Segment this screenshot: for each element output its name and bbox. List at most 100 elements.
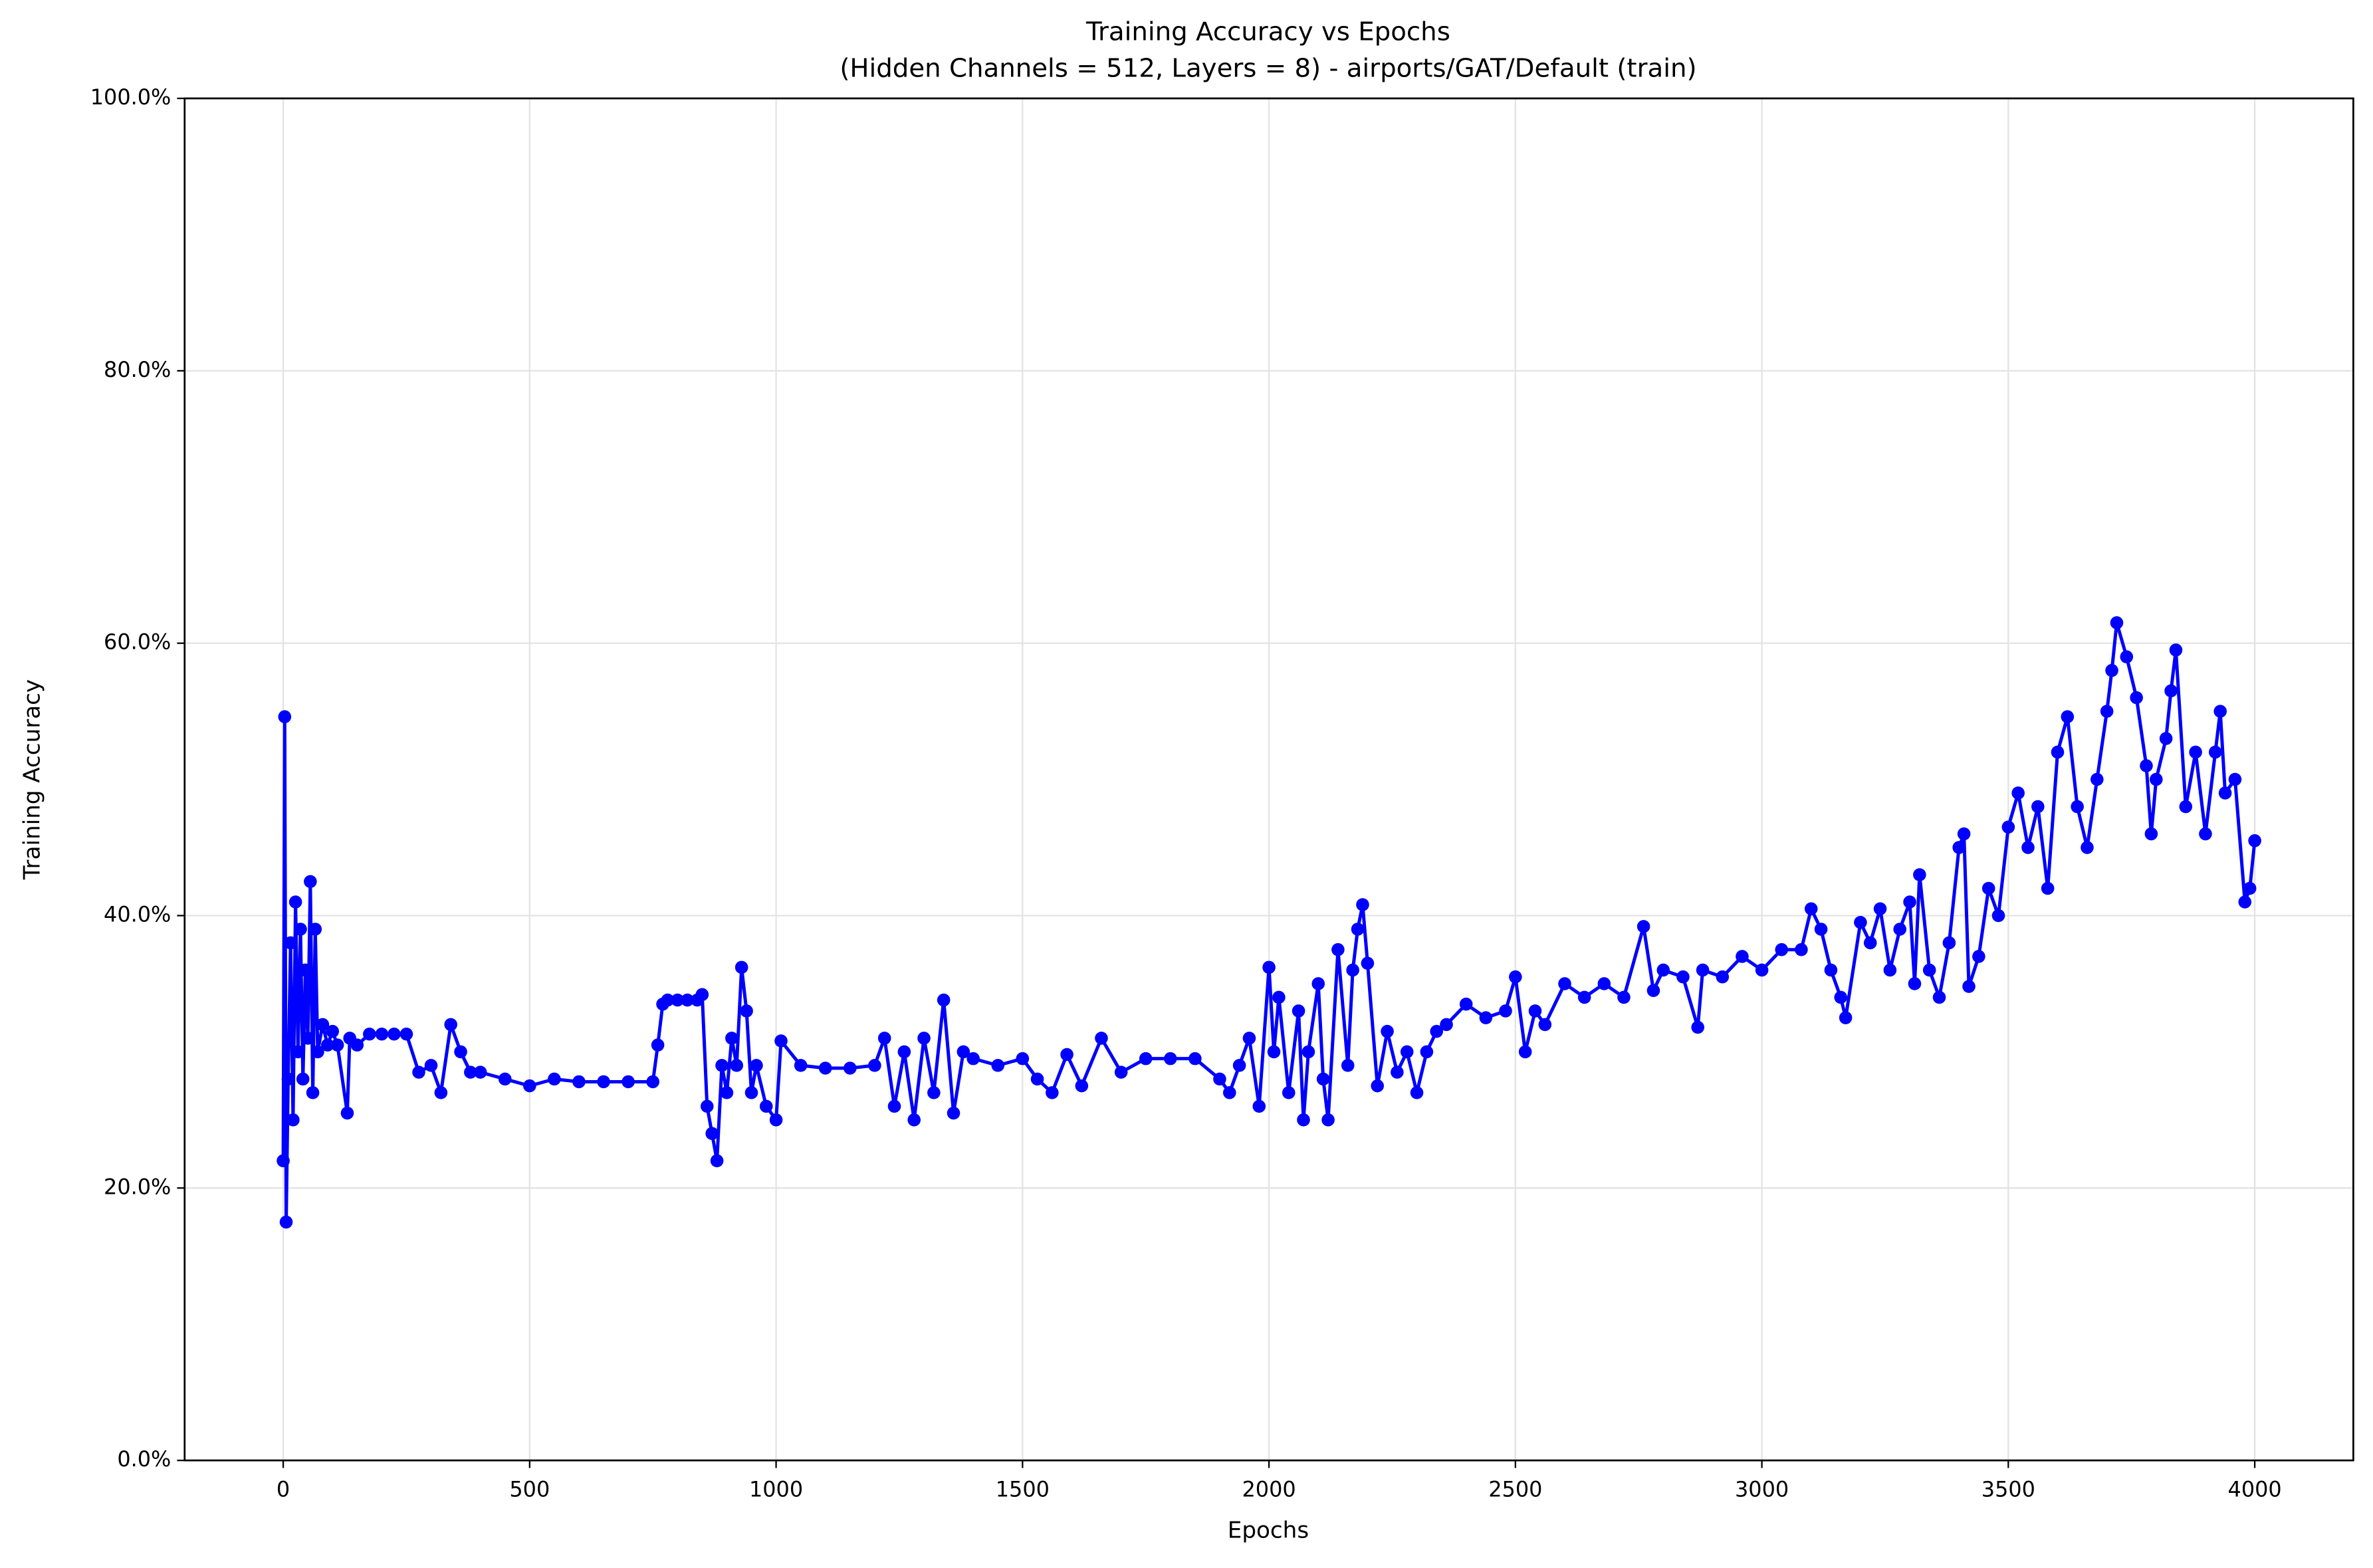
- data-point: [1311, 977, 1325, 990]
- data-point: [1430, 1024, 1443, 1038]
- data-point: [1282, 1086, 1296, 1099]
- data-point: [710, 1154, 724, 1168]
- chart-title: Training Accuracy vs Epochs: [1085, 17, 1450, 47]
- data-point: [1577, 990, 1591, 1004]
- data-point: [887, 1099, 901, 1113]
- data-point: [473, 1065, 487, 1079]
- data-point: [1301, 1045, 1315, 1059]
- data-point: [2021, 841, 2035, 854]
- y-axis-label: Training Accuracy: [19, 679, 46, 880]
- series: [277, 616, 2261, 1229]
- data-point: [844, 1062, 857, 1075]
- data-point: [2041, 881, 2055, 895]
- data-point: [818, 1062, 832, 1075]
- data-point: [695, 988, 709, 1002]
- data-point: [794, 1059, 808, 1072]
- data-point: [1440, 1018, 1453, 1032]
- data-point: [2011, 786, 2025, 800]
- data-point: [2071, 800, 2084, 814]
- data-point: [2144, 827, 2158, 841]
- data-point: [720, 1086, 734, 1099]
- data-point: [2238, 895, 2252, 909]
- data-point: [388, 1027, 401, 1041]
- data-point: [1420, 1045, 1434, 1059]
- data-point: [2243, 881, 2257, 895]
- data-point: [281, 1072, 295, 1086]
- data-point: [1341, 1059, 1355, 1072]
- data-point: [399, 1027, 413, 1041]
- data-point: [316, 1018, 330, 1032]
- data-point: [651, 1038, 665, 1052]
- data-point: [278, 710, 292, 724]
- data-point: [1292, 1004, 1305, 1018]
- y-tick-label: 20.0%: [104, 1174, 171, 1199]
- data-point: [284, 936, 297, 950]
- data-point: [454, 1045, 467, 1059]
- data-point: [1903, 895, 1916, 909]
- data-point: [286, 1113, 300, 1127]
- data-point: [1873, 902, 1887, 916]
- data-point: [1922, 963, 1936, 977]
- data-point: [444, 1018, 457, 1032]
- data-point: [1410, 1086, 1424, 1099]
- data-point: [1952, 841, 1966, 854]
- data-point: [304, 875, 317, 889]
- data-point: [868, 1059, 881, 1072]
- data-point: [1509, 970, 1522, 984]
- data-point: [434, 1086, 448, 1099]
- data-point: [2169, 643, 2183, 657]
- data-point: [1381, 1024, 1394, 1038]
- data-point: [750, 1059, 763, 1072]
- data-point: [1716, 970, 1730, 984]
- data-point: [1252, 1099, 1266, 1113]
- data-point: [1272, 990, 1286, 1004]
- data-point: [2213, 705, 2227, 718]
- data-point: [947, 1106, 960, 1120]
- data-point: [1459, 997, 1473, 1011]
- data-point: [1163, 1052, 1177, 1065]
- data-point: [937, 993, 951, 1007]
- data-point: [897, 1045, 911, 1059]
- data-point: [1499, 1004, 1512, 1018]
- data-point: [2100, 705, 2114, 718]
- data-point: [2218, 786, 2232, 800]
- chart-subtitle: (Hidden Channels = 512, Layers = 8) - ai…: [840, 53, 1696, 83]
- x-tick-label: 1500: [996, 1477, 1050, 1502]
- data-point: [523, 1079, 536, 1093]
- data-point: [966, 1052, 980, 1065]
- data-point: [1391, 1065, 1404, 1079]
- data-point: [294, 923, 307, 936]
- data-point: [1016, 1052, 1030, 1065]
- data-point: [1597, 977, 1611, 990]
- data-point: [1804, 902, 1818, 916]
- data-point: [1863, 936, 1877, 950]
- data-point: [1222, 1086, 1236, 1099]
- data-point: [730, 1059, 744, 1072]
- data-point: [2150, 772, 2163, 786]
- data-point: [1617, 990, 1631, 1004]
- data-point: [1046, 1086, 1059, 1099]
- x-tick-label: 1000: [749, 1477, 803, 1502]
- data-point: [705, 1127, 719, 1141]
- data-point: [1371, 1079, 1385, 1093]
- data-point: [917, 1032, 931, 1045]
- data-point: [2051, 745, 2065, 759]
- x-axis-label: Epochs: [1228, 1517, 1309, 1544]
- data-point: [1883, 963, 1897, 977]
- data-point: [1814, 923, 1828, 936]
- data-point: [311, 1045, 324, 1059]
- data-point: [1691, 1020, 1704, 1034]
- data-point: [1114, 1065, 1128, 1079]
- data-point: [1736, 950, 1749, 963]
- data-point: [1030, 1072, 1044, 1086]
- data-point: [1346, 963, 1359, 977]
- data-point: [1351, 923, 1365, 936]
- data-point: [412, 1065, 425, 1079]
- data-point: [2179, 800, 2193, 814]
- data-point: [927, 1086, 941, 1099]
- x-tick-label: 500: [509, 1477, 550, 1502]
- data-point: [661, 993, 675, 1007]
- data-point: [957, 1045, 970, 1059]
